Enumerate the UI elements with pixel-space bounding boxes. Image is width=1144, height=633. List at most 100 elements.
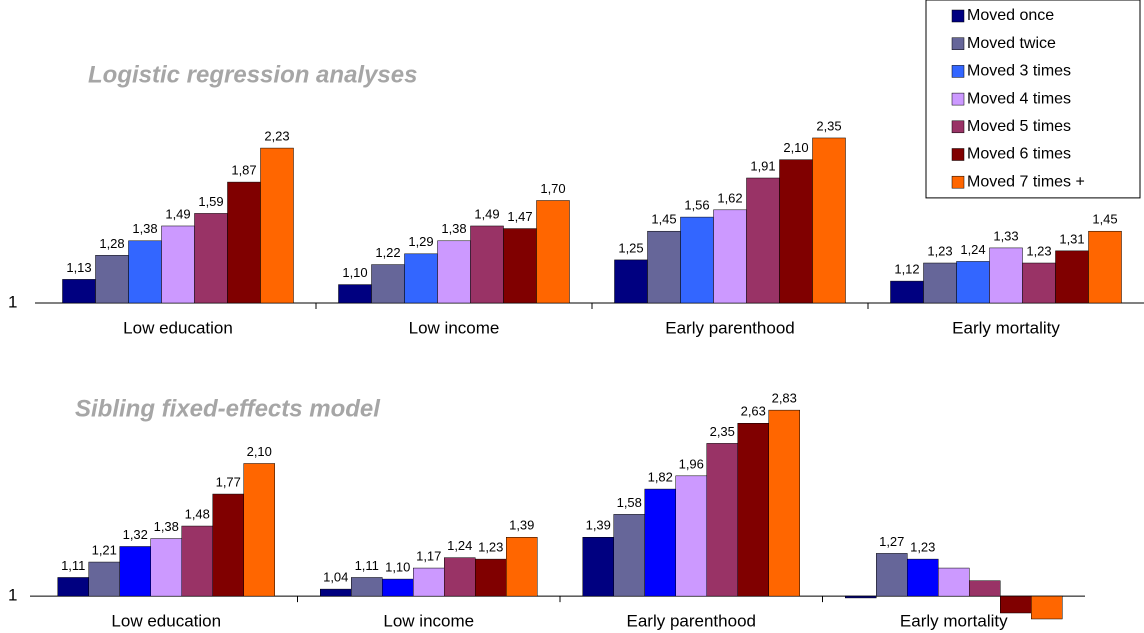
value-label: 1,11: [355, 558, 379, 573]
bar: [737, 423, 769, 597]
bar: [1088, 230, 1122, 304]
value-label: 1,04: [323, 570, 348, 585]
bar: [260, 147, 294, 304]
value-label: 1,24: [447, 538, 472, 553]
value-label: 2,35: [710, 424, 735, 439]
bar: [956, 261, 990, 304]
legend-label: Moved once: [967, 7, 1054, 24]
bar: [989, 247, 1023, 304]
value-label: 2,10: [783, 140, 808, 155]
bar: [212, 493, 244, 597]
bar: [1055, 250, 1089, 304]
value-label: 1,10: [342, 265, 367, 280]
bar: [62, 279, 96, 304]
value-label: 1,13: [66, 260, 91, 275]
value-label: 1,23: [478, 540, 503, 555]
value-label: 1,23: [927, 243, 952, 258]
value-label: 1,48: [185, 506, 210, 521]
bar: [444, 557, 476, 597]
legend-swatch: [951, 9, 965, 23]
chart-title: Logistic regression analyses: [88, 61, 417, 88]
bar: [647, 230, 681, 304]
bar: [161, 225, 195, 304]
bar: [404, 253, 438, 304]
value-label: 1,39: [586, 518, 611, 533]
value-label: 1,49: [474, 206, 499, 221]
value-label: 1,56: [684, 198, 709, 213]
legend-swatch: [951, 175, 965, 189]
bar: [779, 159, 813, 304]
y-tick-label: 1: [8, 292, 17, 311]
x-tick-label: Early mortality: [952, 318, 1060, 337]
legend-swatch: [951, 120, 965, 134]
legend-label: Moved 5 times: [967, 118, 1071, 135]
bar: [644, 488, 676, 597]
bar: [57, 577, 89, 597]
value-label: 1,31: [1059, 231, 1084, 246]
bar: [371, 264, 405, 304]
value-label: 2,83: [772, 391, 797, 406]
value-label: 1,28: [99, 236, 124, 251]
legend-swatch: [951, 92, 965, 106]
bar: [470, 225, 504, 304]
x-tick-label: Low income: [409, 318, 500, 337]
legend-label: Moved 6 times: [967, 146, 1071, 163]
legend-label: Moved 4 times: [967, 90, 1071, 107]
bar: [150, 538, 182, 597]
value-label: 1,62: [717, 190, 742, 205]
bar: [95, 255, 129, 304]
legend-swatch: [951, 37, 965, 50]
bar: [876, 553, 908, 597]
value-label: 1,23: [1026, 243, 1051, 258]
value-label: 2,35: [816, 118, 841, 133]
bar: [890, 280, 924, 304]
value-label: 1,49: [165, 206, 190, 221]
value-label: 1,25: [618, 240, 643, 255]
bar: [503, 228, 537, 304]
value-label: 1,70: [540, 181, 565, 196]
value-label: 1,10: [385, 560, 410, 575]
bar: [582, 537, 614, 597]
chart-title: Sibling fixed-effects model: [75, 395, 381, 422]
x-tick-label: Early parenthood: [627, 612, 756, 631]
bar: [413, 567, 445, 597]
bar: [938, 567, 970, 597]
bar: [181, 525, 213, 597]
value-label: 1,38: [154, 519, 179, 534]
value-label: 2,23: [264, 129, 289, 144]
legend-swatch: [951, 65, 965, 78]
bar: [713, 209, 747, 304]
value-label: 1,27: [879, 534, 904, 549]
value-label: 1,45: [1092, 212, 1117, 227]
bar: [128, 240, 162, 304]
bar: [338, 284, 372, 304]
value-label: 1,47: [507, 209, 532, 224]
bar: [1031, 595, 1063, 620]
bar: [536, 200, 570, 304]
bar: [437, 240, 471, 304]
value-label: 1,38: [441, 221, 466, 236]
bar: [506, 537, 538, 597]
bar: [475, 558, 507, 597]
bar: [119, 546, 151, 597]
y-tick-label: 1: [8, 586, 17, 605]
x-tick-label: Early parenthood: [665, 318, 794, 337]
bar: [382, 578, 414, 597]
bar: [614, 259, 648, 304]
legend-swatch: [951, 148, 965, 161]
bar: [613, 514, 645, 597]
value-label: 1,59: [198, 194, 223, 209]
value-label: 1,29: [408, 234, 433, 249]
value-label: 1,11: [61, 558, 85, 573]
value-label: 1,12: [894, 262, 919, 277]
bar: [351, 577, 383, 597]
value-label: 1,21: [92, 542, 117, 557]
bar: [675, 475, 707, 597]
value-label: 1,38: [132, 221, 157, 236]
value-label: 1,22: [375, 245, 400, 260]
value-label: 2,10: [247, 444, 272, 459]
bar: [320, 588, 352, 597]
value-label: 1,45: [651, 212, 676, 227]
value-label: 1,23: [910, 540, 935, 555]
